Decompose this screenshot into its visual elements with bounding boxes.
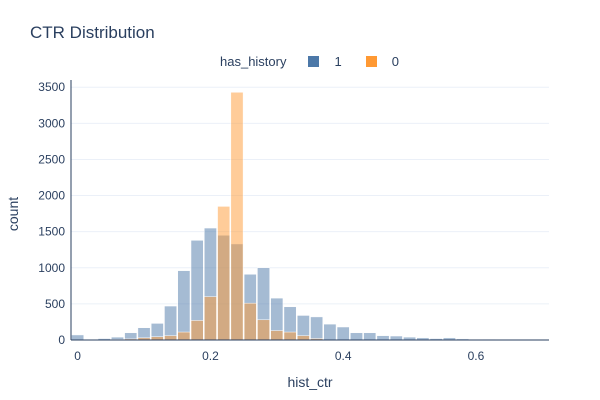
x-axis-title: hist_ctr [287, 374, 332, 390]
legend-item-0[interactable]: 0 [365, 54, 399, 69]
legend-title: has_history [220, 54, 287, 69]
bar-series-0[interactable] [296, 335, 310, 341]
bar-series-1[interactable] [164, 305, 177, 341]
bar-series-0[interactable] [217, 206, 231, 341]
bar-series-0[interactable] [243, 302, 257, 341]
x-tick-label: 0 [74, 349, 81, 363]
bars [71, 92, 536, 341]
bar-series-1[interactable] [323, 323, 337, 341]
chart-title: CTR Distribution [30, 23, 155, 42]
axes: 0 500 1000 1500 2000 2500 3000 3500 0 0.2 0.4 0.6 [38, 80, 549, 363]
bar-series-1[interactable] [376, 335, 390, 341]
y-tick-label: 2500 [38, 152, 65, 166]
bar-series-0[interactable] [257, 319, 270, 341]
legend-label-1: 1 [334, 54, 342, 69]
bar-series-0[interactable] [190, 320, 204, 341]
y-tick-label: 1500 [38, 225, 65, 239]
legend-item-1[interactable]: 1 [308, 54, 342, 69]
y-tick-label: 1000 [38, 261, 65, 275]
bar-series-1[interactable] [389, 335, 403, 341]
y-tick-label: 3000 [38, 116, 65, 130]
y-tick-label: 2000 [38, 189, 65, 203]
bar-series-0[interactable] [283, 331, 297, 341]
x-tick-label: 0.4 [335, 349, 352, 363]
y-tick-label: 0 [58, 333, 65, 347]
bar-series-0[interactable] [270, 330, 284, 341]
y-tick-label: 3500 [38, 80, 65, 94]
y-tick-label: 500 [45, 297, 65, 311]
bar-series-0[interactable] [177, 331, 191, 341]
gridlines [71, 86, 549, 305]
bar-series-1[interactable] [310, 316, 324, 341]
legend-swatch-0 [365, 56, 377, 67]
bar-series-0[interactable] [204, 296, 217, 341]
bar-series-0[interactable] [230, 92, 244, 341]
bar-series-1[interactable] [336, 326, 350, 341]
y-axis-title: count [5, 197, 21, 231]
bar-series-1[interactable] [350, 332, 363, 341]
x-tick-label: 0.2 [202, 349, 219, 363]
bar-series-1[interactable] [71, 334, 85, 341]
bar-series-1[interactable] [363, 332, 377, 341]
legend-label-0: 0 [391, 54, 399, 69]
bar-series-1[interactable] [177, 270, 191, 341]
bar-series-0[interactable] [164, 335, 177, 341]
legend-swatch-1 [308, 56, 320, 67]
x-tick-label: 0.6 [468, 349, 485, 363]
legend: has_history 1 0 [220, 54, 423, 69]
